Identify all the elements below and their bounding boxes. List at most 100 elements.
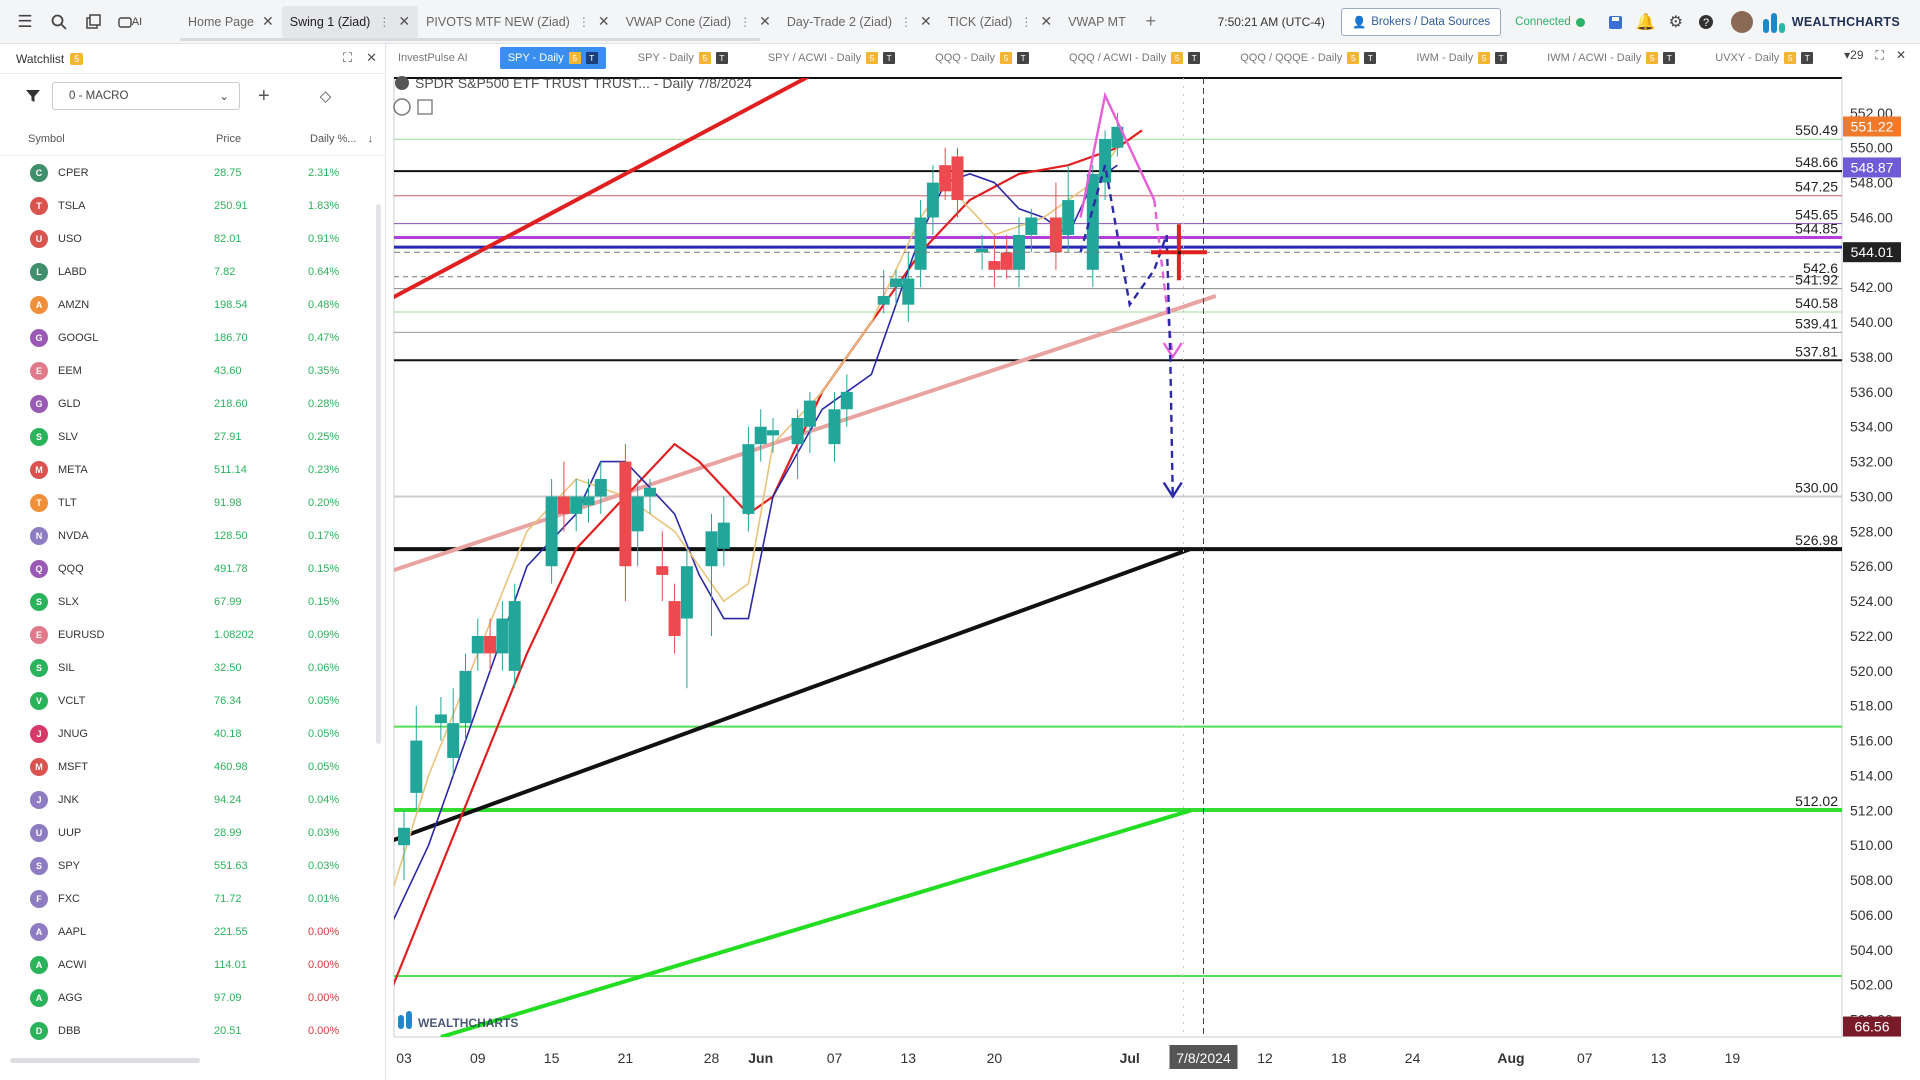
candle-body[interactable] [1062,200,1075,235]
layout-tab[interactable]: VWAP Cone (Ziad) ⋮ ✕ [618,6,779,38]
candle-body[interactable] [398,827,410,846]
layout-tab[interactable]: Day-Trade 2 (Ziad) ⋮ ✕ [779,6,940,38]
watchlist-row[interactable]: A AMZN 198.54 0.48% [0,288,385,321]
candle-body[interactable] [447,723,460,759]
save-icon[interactable] [1601,7,1631,37]
candle-body[interactable] [902,278,915,305]
watchlist-row[interactable]: V VCLT 76.34 0.05% [0,684,385,717]
watchlist-row[interactable]: F FXC 71.72 0.01% [0,882,385,915]
more-vertical-icon[interactable]: ⋮ [1020,14,1033,29]
watchlist-row[interactable]: A AAPL 221.55 0.00% [0,915,385,948]
close-icon[interactable]: ✕ [366,50,377,65]
bell-icon[interactable]: 🔔 [1635,14,1656,31]
trend-line[interactable] [390,546,1192,845]
watchlist-row[interactable]: S SLX 67.99 0.15% [0,585,385,618]
expand-icon[interactable]: ⛶ [342,50,353,65]
candle-body[interactable] [705,531,718,567]
candle-body[interactable] [434,714,447,724]
add-layout-icon[interactable]: + [1145,11,1156,31]
watchlist-row[interactable]: E EEM 43.60 0.35% [0,354,385,387]
candle-body[interactable] [742,444,755,514]
watchlist-row[interactable]: S SPY 551.63 0.03% [0,849,385,882]
trend-line[interactable] [390,72,871,305]
chart-tab[interactable]: QQQ / QQQE - Daily 5 T [1232,47,1384,69]
help-icon[interactable]: ? [1691,7,1721,37]
candle-body[interactable] [828,409,841,445]
layouts-icon[interactable] [76,5,110,39]
candle-body[interactable] [976,248,989,253]
watchlist-row[interactable]: C CPER 28.75 2.31% [0,156,385,189]
layout-tab[interactable]: Home Page ✕ [180,6,282,38]
candle-body[interactable] [582,496,595,506]
indicator-settings-icon[interactable] [393,98,411,116]
candle-body[interactable] [767,430,779,436]
close-tab-icon[interactable]: ✕ [262,13,274,29]
eraser-icon[interactable]: ◇ [319,88,332,105]
candle-body[interactable] [484,635,497,654]
watchlist-row[interactable]: D DBB 20.51 0.00% [0,1014,385,1047]
watchlist-row[interactable]: G GLD 218.60 0.28% [0,387,385,420]
candle-body[interactable] [619,461,632,567]
forecast-path[interactable] [1165,234,1174,497]
watchlist-row[interactable]: T TSLA 250.91 1.83% [0,189,385,222]
watchlist-select[interactable]: 0 - MACRO ⌄ [52,82,240,110]
candle-body[interactable] [840,391,853,410]
avatar[interactable] [1730,11,1753,33]
column-daily-pct[interactable]: Daily %... ↓ [310,133,373,145]
candle-body[interactable] [791,418,804,445]
chart-tab[interactable]: QQQ / ACWI - Daily 5 T [1061,47,1208,69]
search-icon[interactable] [42,5,76,39]
candle-body[interactable] [939,165,952,192]
chart-tab[interactable]: QQQ - Daily 5 T [927,47,1037,69]
candle-body[interactable] [890,278,902,288]
watchlist-row[interactable]: U USO 82.01 0.91% [0,222,385,255]
chart-tab[interactable]: InvestPulse AI [390,47,476,69]
close-tab-icon[interactable]: ✕ [920,13,932,29]
menu-icon[interactable]: ☰ [17,11,33,31]
forecast-path[interactable] [1079,91,1156,218]
candle-body[interactable] [1025,217,1038,235]
candle-body[interactable] [1111,126,1124,148]
watchlist-vertical-scrollbar[interactable] [376,204,381,744]
layout-tab[interactable]: Swing 1 (Ziad) ⋮ ✕ [281,5,419,38]
layout-tab[interactable]: TICK (Ziad) ⋮ ✕ [940,6,1060,38]
add-indicator-icon[interactable] [417,99,433,115]
watchlist-row[interactable]: N NVDA 128.50 0.17% [0,519,385,552]
filter-icon[interactable] [26,89,40,103]
chart-tab[interactable]: IWM - Daily 5 T [1408,47,1515,69]
chart-tab[interactable]: SPY - Daily 5 T [499,47,606,69]
watchlist-row[interactable]: Q QQQ 491.78 0.15% [0,552,385,585]
watchlist-row[interactable]: U UUP 28.99 0.03% [0,816,385,849]
candle-body[interactable] [410,740,423,793]
watchlist-row[interactable]: S SIL 32.50 0.06% [0,651,385,684]
watchlist-row[interactable]: G GOOGL 186.70 0.47% [0,321,385,354]
more-vertical-icon[interactable]: ⋮ [577,14,590,29]
close-tab-icon[interactable]: ✕ [398,13,411,29]
more-vertical-icon[interactable]: ⋮ [378,14,391,29]
add-symbol-icon[interactable]: + [258,84,270,107]
candle-body[interactable] [988,261,1001,270]
candle-body[interactable] [1000,252,1013,270]
candle-body[interactable] [914,217,927,270]
candle-body[interactable] [680,566,693,619]
more-vertical-icon[interactable]: ⋮ [900,14,913,29]
layout-tab[interactable]: PIVOTS MTF NEW (Ziad) ⋮ ✕ [418,6,617,38]
layout-tabs-scrollbar[interactable] [180,37,760,41]
chart-area[interactable]: 550.49 548.66 547.25 545.65 544.85 542.6 541.9… [390,72,1920,1072]
candle-body[interactable] [1086,173,1099,270]
watchlist-row[interactable]: E EURUSD 1.08202 0.09% [0,618,385,651]
brokers-button[interactable]: 👤 Brokers / Data Sources [1340,8,1502,36]
close-tab-icon[interactable]: ✕ [759,13,771,29]
trend-line[interactable] [440,808,1192,1037]
candle-body[interactable] [717,522,730,549]
candle-body[interactable] [754,426,767,445]
ai-assistant-icon[interactable]: AI [110,5,150,39]
watchlist-row[interactable]: L LABD 7.82 0.64% [0,255,385,288]
close-chart-icon[interactable]: ✕ [1895,48,1906,62]
watchlist-row[interactable]: M META 511.14 0.23% [0,453,385,486]
chart-tab[interactable]: UVXY - Daily 5 T [1707,47,1821,69]
close-tab-icon[interactable]: ✕ [597,13,610,29]
candle-body[interactable] [471,635,484,654]
candle-body[interactable] [1099,139,1112,183]
